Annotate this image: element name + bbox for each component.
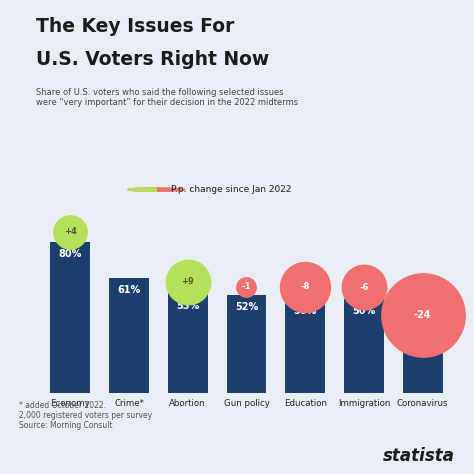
Point [66,228,74,236]
Bar [285,299,325,393]
Text: * added October 2022.
2,000 registered voters per survey
Source: Morning Consult: * added October 2022. 2,000 registered v… [19,401,152,430]
Text: 50%: 50% [293,306,317,316]
Text: -1: -1 [242,282,251,291]
Circle shape [128,188,185,191]
Text: Education: Education [284,399,327,408]
Bar [50,242,90,393]
Point [301,283,309,291]
Point [419,311,427,319]
Point [360,283,368,291]
Text: 53%: 53% [176,301,200,310]
Bar [227,295,266,393]
Point [243,283,250,291]
Text: U.S. Voters Right Now: U.S. Voters Right Now [36,50,269,69]
Text: Crime*: Crime* [114,399,144,408]
Text: -6: -6 [359,283,369,292]
Text: 33%: 33% [411,338,434,348]
Text: +9: +9 [182,277,194,286]
Text: -8: -8 [301,283,310,292]
Text: 61%: 61% [118,285,141,295]
Text: 50%: 50% [352,306,375,316]
Text: P.p. change since Jan 2022: P.p. change since Jan 2022 [171,185,291,194]
Text: Gun policy: Gun policy [224,399,269,408]
Text: 52%: 52% [235,302,258,312]
Wedge shape [128,188,156,191]
Bar [109,278,149,393]
Text: The Key Issues For: The Key Issues For [36,17,234,36]
Text: +4: +4 [64,228,77,237]
Text: Share of U.S. voters who said the following selected issues
were “very important: Share of U.S. voters who said the follow… [36,88,298,107]
Text: 80%: 80% [59,249,82,259]
Point [184,278,191,285]
Text: Coronavirus: Coronavirus [397,399,448,408]
Text: Abortion: Abortion [169,399,206,408]
Bar [168,293,208,393]
Text: Immigration: Immigration [338,399,390,408]
Text: statista: statista [383,447,455,465]
Text: Economy: Economy [50,399,90,408]
Bar [344,299,384,393]
Text: -24: -24 [414,310,431,320]
Bar [403,331,443,393]
